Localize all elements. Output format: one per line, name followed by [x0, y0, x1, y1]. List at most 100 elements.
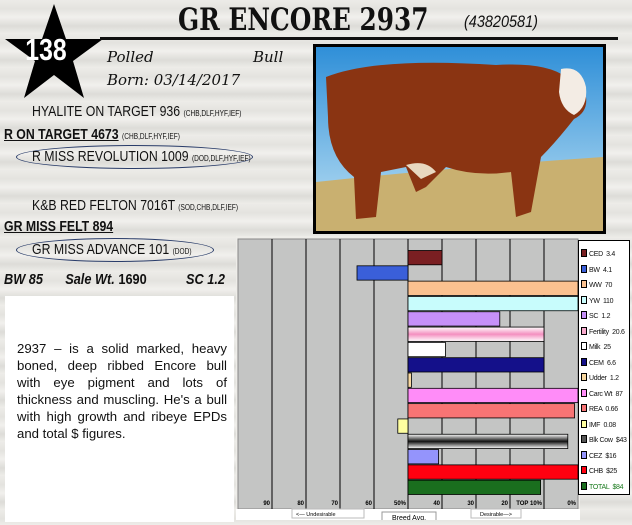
- bar-cem: [407, 357, 545, 373]
- epd-percentile-chart: 90 80 70 60 50% 40 30 20 TOP 10% 0% <— Undesirable…: [236, 236, 580, 520]
- horn-status: Polled: [107, 48, 154, 66]
- bar-carc-wt: [407, 387, 579, 404]
- bar-cez: [407, 449, 440, 465]
- legend-label: SC 1.2: [589, 313, 611, 320]
- legend-item: BW 4.1: [581, 264, 612, 274]
- pedigree-tags: (DOD,DLF,HYF,IEF): [191, 154, 251, 163]
- pedigree-sire: R ON TARGET 4673 (CHB,DLF,HYF,IEF): [4, 126, 180, 143]
- pedigree-dam: GR MISS FELT 894: [4, 218, 113, 235]
- pedigree-name: K&B RED FELTON 7016T: [32, 197, 175, 214]
- legend-item: WW 70: [581, 280, 612, 289]
- sire-dam-oval: [16, 145, 253, 169]
- bar-ced: [407, 250, 443, 266]
- x-tick-label: 40: [433, 501, 440, 507]
- bar-sc: [407, 311, 501, 327]
- undesirable-box: [291, 508, 365, 519]
- pedigree-name: HYALITE ON TARGET 936: [32, 103, 181, 120]
- x-tick-label: 70: [331, 501, 338, 507]
- legend-item: Udder 1.2: [581, 373, 619, 382]
- pedigree-tags: (CHB,DLF,HYF,IEF): [183, 109, 242, 118]
- x-tick-label: TOP 10%: [516, 501, 542, 507]
- legend-item: CEZ $16: [581, 450, 617, 460]
- x-tick-label: 50%: [394, 501, 407, 507]
- pedigree-tags: (CHB,DLF,HYF,IEF): [122, 132, 180, 141]
- pedigree-tags: (SOD,CHB,DLF,IEF): [178, 203, 239, 212]
- bar-blk-cow: [407, 433, 569, 449]
- birth-date: Born: 03/14/2017: [107, 71, 241, 89]
- pedigree-name: R ON TARGET 4673: [4, 126, 119, 143]
- legend-item: IMF 0.08: [581, 419, 616, 429]
- bar-total: [407, 479, 542, 495]
- legend-label: IMF 0.08: [589, 421, 616, 429]
- legend-swatch: [581, 435, 587, 443]
- undesirable-label: <— Undesirable: [296, 512, 336, 518]
- x-tick-label: 20: [501, 501, 508, 507]
- bar-bw: [356, 265, 409, 281]
- desirable-label: Desirable—>: [480, 512, 512, 518]
- legend-label: YW 110: [589, 297, 614, 305]
- legend-swatch: [581, 280, 587, 288]
- sale-weight: 1690: [118, 271, 147, 288]
- legend-label: Fertility 20.6: [589, 328, 625, 336]
- legend-swatch: [581, 450, 587, 459]
- bar-chb: [407, 464, 579, 480]
- legend-label: WW 70: [589, 282, 613, 289]
- pedigree-name: R MISS REVOLUTION 1009: [32, 148, 189, 165]
- animal-name: GR ENCORE 2937: [178, 2, 429, 38]
- legend-swatch: [581, 388, 587, 397]
- legend-label: CHB $25: [589, 468, 617, 475]
- pedigree-name: GR MISS ADVANCE 101: [32, 241, 170, 258]
- bar-milk: [407, 341, 446, 358]
- legend-item: REA 0.66: [581, 404, 618, 413]
- legend-item: TOTAL $84: [581, 481, 624, 491]
- legend-item: Blk Cow $43: [581, 435, 627, 444]
- legend-swatch: [581, 342, 587, 350]
- legend-label: CED 3.4: [589, 251, 615, 258]
- legend-item: Milk 25: [581, 342, 611, 351]
- legend-swatch: [581, 264, 587, 273]
- breed-avg-box: [381, 511, 437, 520]
- birth-weight: BW 85: [4, 271, 43, 288]
- pedigree-sire-sire: HYALITE ON TARGET 936 (CHB,DLF,HYF,IEF): [32, 103, 241, 120]
- pedigree-tags: (DOD): [172, 247, 192, 256]
- bar-udder: [407, 372, 412, 388]
- desirable-box: [470, 508, 522, 519]
- bar-imf: [397, 418, 409, 434]
- x-tick-label: 0%: [567, 501, 576, 507]
- legend-label: REA 0.66: [589, 406, 618, 413]
- legend-item: Carc Wt 87: [581, 388, 623, 398]
- legend-label: Blk Cow $43: [589, 437, 627, 444]
- legend-item: CHB $25: [581, 466, 617, 475]
- pedigree-dam-sire: K&B RED FELTON 7016T (SOD,CHB,DLF,IEF): [32, 197, 238, 214]
- legend-label: Udder 1.2: [589, 375, 619, 382]
- x-tick-label: 90: [263, 501, 270, 507]
- bull-photo: [313, 44, 606, 234]
- breed-avg-label: Breed Avg.: [392, 515, 426, 520]
- x-tick-label: 60: [365, 501, 372, 507]
- star-icon: [5, 4, 103, 98]
- legend-label: Milk 25: [589, 344, 611, 351]
- pedigree-dam-dam: GR MISS ADVANCE 101 (DOD): [32, 241, 192, 258]
- legend-swatch: [581, 326, 587, 335]
- legend-swatch: [581, 311, 587, 319]
- performance-stats: BW 85 Sale Wt. 1690 SC 1.2: [4, 271, 225, 288]
- legend-swatch: [581, 249, 587, 257]
- x-tick-label: 30: [467, 501, 474, 507]
- legend-label: CEZ $16: [589, 452, 617, 460]
- bar-fertility: [407, 326, 545, 342]
- legend-swatch: [581, 419, 587, 428]
- scrotal-circumference: SC 1.2: [185, 271, 225, 288]
- chart-legend: CED 3.4 BW 4.1 WW 70 YW 110 SC 1.2 Fertility …: [578, 240, 630, 495]
- legend-swatch: [581, 373, 587, 381]
- legend-label: CEM 6.6: [589, 359, 616, 367]
- dam-dam-oval: [16, 238, 214, 262]
- legend-swatch: [581, 404, 587, 412]
- legend-swatch: [581, 466, 587, 474]
- legend-label: BW 4.1: [589, 266, 612, 274]
- legend-item: CED 3.4: [581, 249, 615, 258]
- legend-label: Carc Wt 87: [589, 390, 623, 398]
- legend-swatch: [581, 357, 587, 366]
- sale-weight-label: Sale Wt.: [65, 271, 115, 288]
- description-box: 2937 – is a solid marked, heavy boned, d…: [5, 296, 234, 522]
